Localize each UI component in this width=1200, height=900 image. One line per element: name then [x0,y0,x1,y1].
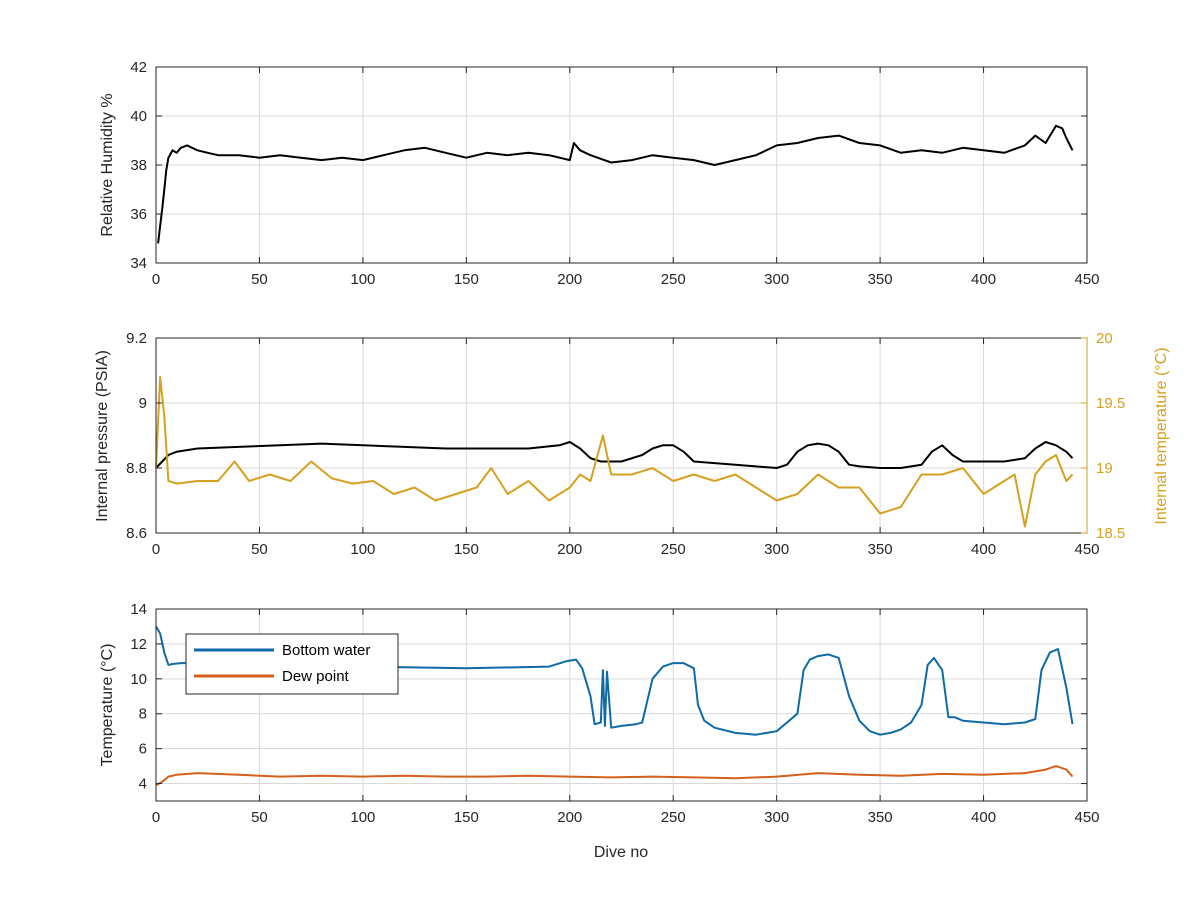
x-tick-label: 200 [557,271,582,288]
x-tick-label: 300 [764,271,789,288]
y-tick-label: 9 [139,395,147,412]
x-tick-label: 450 [1074,541,1099,558]
x-tick-label: 50 [251,271,268,288]
series-1-0-line [155,441,1074,469]
x-tick-label: 50 [251,541,268,558]
x-tick-label: 150 [454,809,479,826]
grid [156,67,1087,263]
x-tick-label: 50 [251,809,268,826]
legend-box [185,633,399,695]
x-tick-label: 100 [350,271,375,288]
y-tick-label: 38 [130,157,147,174]
x-tick-label: 300 [764,809,789,826]
x-tick-label: 250 [661,809,686,826]
y-tick-label: 42 [130,59,147,76]
temperature-panel: Temperature (°C) Dive no 0 50 100 150 200 250… [99,601,1100,861]
y2-tick-label: 18.5 [1096,525,1125,542]
x-tick-label: 450 [1074,809,1099,826]
x-tick-label: 100 [350,541,375,558]
y2-tick-label: 19 [1096,460,1113,477]
legend: Bottom water Dew point [185,633,399,695]
y-tick-label: 14 [130,601,147,618]
x-tick-label: 200 [557,541,582,558]
grid [156,609,1087,801]
pressure-temperature-panel: Internal pressure (PSIA) Internal temper… [94,330,1170,558]
temperature-xlabel: Dive no [594,844,648,861]
temperature-ylabel: Temperature (°C) [99,644,116,767]
y2-tick-label: 20 [1096,330,1113,347]
bottom-water-line [155,625,1074,736]
x-tick-label: 100 [350,809,375,826]
series-0-0-line [157,124,1074,244]
x-tick-label: 400 [971,271,996,288]
legend-label-bottom-water: Bottom water [282,642,370,659]
x-tick-label: 350 [868,809,893,826]
x-tick-label: 0 [152,541,160,558]
y2-tick-label: 19.5 [1096,395,1125,412]
y-tick-label: 6 [139,741,147,758]
x-tick-label: 350 [868,541,893,558]
humidity-panel: Relative Humidity % 0 50 100 150 200 250 300 35… [99,59,1100,288]
axes-box [155,608,1088,802]
x-tick-label: 400 [971,541,996,558]
y-tick-label: 4 [139,776,147,793]
y-tick-label: 36 [130,206,147,223]
humidity-ylabel: Relative Humidity % [99,93,116,236]
x-tick-label: 200 [557,809,582,826]
y-tick-label: 12 [130,636,147,653]
y-tick-label: 8 [139,706,147,723]
grid [156,338,1087,533]
series-1-1-line [155,376,1074,528]
y-tick-label: 40 [130,108,147,125]
x-tick-label: 450 [1074,271,1099,288]
y-tick-label: 8.8 [126,460,147,477]
x-tick-label: 300 [764,541,789,558]
pressure-ylabel: Internal pressure (PSIA) [94,350,111,522]
x-tick-label: 150 [454,271,479,288]
dew-point-line [155,765,1074,787]
x-tick-label: 250 [661,541,686,558]
internal-temperature-ylabel: Internal temperature (°C) [1153,347,1170,524]
x-tick-label: 400 [971,809,996,826]
x-tick-label: 0 [152,271,160,288]
y-tick-label: 8.6 [126,525,147,542]
x-tick-label: 250 [661,271,686,288]
x-tick-label: 0 [152,809,160,826]
x-tick-label: 350 [868,271,893,288]
y-tick-label: 34 [130,255,147,272]
legend-label-dew-point: Dew point [282,668,350,685]
y-tick-label: 10 [130,671,147,688]
x-tick-label: 150 [454,541,479,558]
y-tick-label: 9.2 [126,330,147,347]
